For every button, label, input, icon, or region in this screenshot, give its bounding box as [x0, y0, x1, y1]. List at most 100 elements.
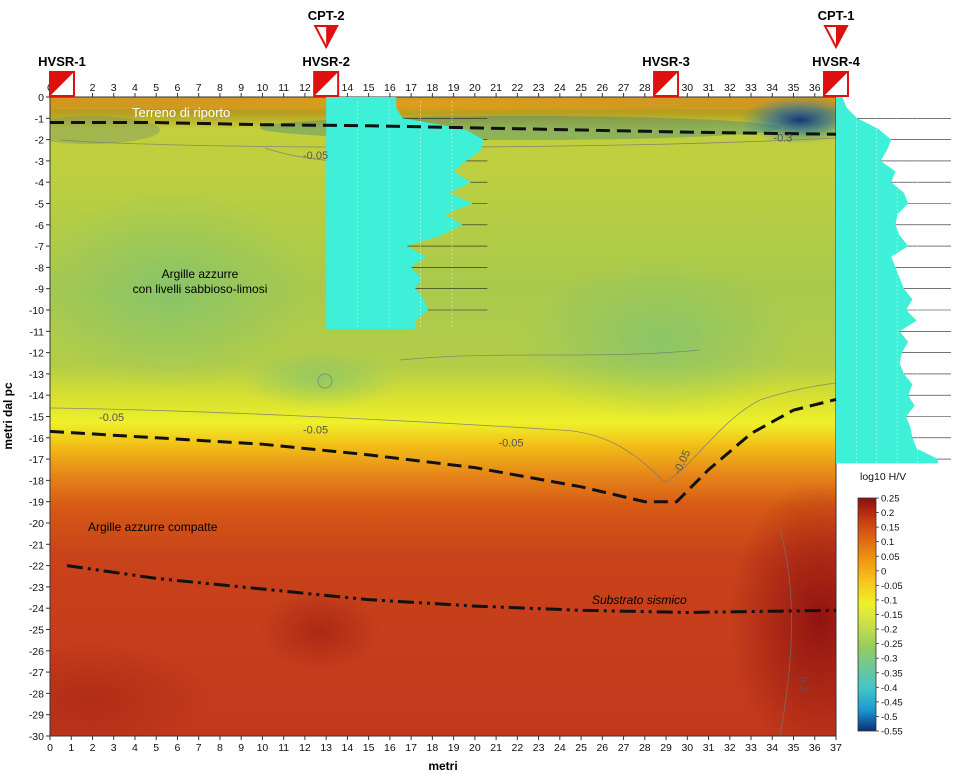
- y-tick-label-8: -8: [35, 262, 44, 274]
- x-tick-label-bottom-7: 7: [196, 742, 202, 754]
- x-tick-label-bottom-21: 21: [490, 742, 502, 754]
- colorbar-tick-label-6: -0.05: [881, 581, 903, 592]
- y-tick-label-9: -9: [35, 284, 44, 296]
- colorbar-tick-label-5: 0: [881, 566, 886, 577]
- colorbar-tick-label-2: 0.15: [881, 523, 900, 534]
- colorbar-tick-label-14: -0.45: [881, 697, 903, 708]
- marker-label-hvsr-3: HVSR-3: [642, 54, 690, 69]
- x-tick-label-top-23: 23: [533, 82, 545, 94]
- x-tick-label-top-24: 24: [554, 82, 566, 94]
- x-tick-label-bottom-20: 20: [469, 742, 481, 754]
- x-tick-label-bottom-3: 3: [111, 742, 117, 754]
- y-tick-label-24: -24: [29, 603, 44, 615]
- x-tick-label-top-3: 3: [111, 82, 117, 94]
- x-tick-label-top-12: 12: [299, 82, 311, 94]
- y-tick-label-6: -6: [35, 220, 44, 232]
- y-tick-label-13: -13: [29, 369, 44, 381]
- marker-label-cpt-2: CPT-2: [308, 8, 345, 23]
- y-axis-ticks: 0 -1 -2 -3 -4 -5 -6 -7 -8 -9 -10 -11 -12 -13 -14 -15 -16…: [29, 92, 50, 743]
- mid-green-left: [50, 190, 310, 390]
- colorbar-tick-label-11: -0.3: [881, 654, 897, 665]
- marker-cpt-1: [823, 25, 849, 50]
- x-tick-label-bottom-13: 13: [320, 742, 332, 754]
- marker-hvsr-1: [49, 71, 75, 97]
- x-tick-label-top-5: 5: [153, 82, 159, 94]
- x-tick-label-bottom-26: 26: [596, 742, 608, 754]
- x-tick-label-top-2: 2: [90, 82, 96, 94]
- low-red-left: [50, 640, 210, 736]
- x-tick-label-bottom-27: 27: [618, 742, 630, 754]
- annotation-argille-2: con livelli sabbioso-limosi: [133, 282, 268, 296]
- x-axis-label: metri: [428, 759, 457, 773]
- colorbar-tick-label-4: 0.05: [881, 552, 900, 563]
- y-tick-label-7: -7: [35, 241, 44, 253]
- x-tick-label-top-8: 8: [217, 82, 223, 94]
- x-tick-label-top-34: 34: [766, 82, 778, 94]
- y-tick-label-29: -29: [29, 710, 44, 722]
- colorbar: 0.25 0.2 0.15 0.1 0.05 0 -0.05 -0.1 -0.15 -0.2 -0.…: [857, 494, 903, 738]
- annotation-terreno: Terreno di riporto: [132, 105, 230, 120]
- colorbar-tick-label-3: 0.1: [881, 537, 894, 548]
- x-tick-label-bottom-34: 34: [766, 742, 778, 754]
- y-tick-label-11: -11: [30, 326, 45, 338]
- x-tick-label-bottom-17: 17: [405, 742, 417, 754]
- colorbar-bar: [857, 497, 877, 732]
- contour-label-4: -0.05: [498, 437, 523, 449]
- x-tick-label-top-35: 35: [788, 82, 800, 94]
- y-tick-label-3: -3: [35, 156, 44, 168]
- x-tick-label-bottom-1: 1: [68, 742, 74, 754]
- x-tick-label-top-9: 9: [238, 82, 244, 94]
- x-tick-label-top-28: 28: [639, 82, 651, 94]
- x-tick-label-top-14: 14: [342, 82, 354, 94]
- y-tick-label-25: -25: [29, 625, 44, 637]
- y-tick-label-26: -26: [29, 646, 44, 658]
- marker-label-hvsr-4: HVSR-4: [812, 54, 860, 69]
- marker-hvsr-4: [823, 71, 849, 97]
- contour-label-0: -0.05: [303, 150, 328, 162]
- x-tick-label-bottom-31: 31: [703, 742, 715, 754]
- x-tick-label-top-11: 11: [278, 82, 289, 94]
- x-tick-label-top-26: 26: [596, 82, 608, 94]
- y-tick-label-14: -14: [29, 390, 44, 402]
- annotation-argille-compatte: Argille azzurre compatte: [88, 520, 218, 534]
- boundary-lines: [49, 121, 837, 614]
- colorbar-tick-label-0: 0.25: [881, 494, 900, 505]
- marker-label-hvsr-2: HVSR-2: [302, 54, 350, 69]
- x-tick-label-bottom-23: 23: [533, 742, 545, 754]
- station-markers: HVSR-1 HVSR-2 HVSR-3 HVSR-4 CPT-2 CPT-1: [38, 8, 861, 97]
- contour-label-2: -0.05: [99, 412, 124, 424]
- annotation-argille: Argille azzurre: [162, 267, 239, 281]
- x-tick-label-bottom-12: 12: [299, 742, 311, 754]
- x-tick-label-top-32: 32: [724, 82, 736, 94]
- y-tick-label-4: -4: [35, 177, 44, 189]
- contour-label-6: 0.2: [796, 676, 810, 693]
- y-tick-label-19: -19: [29, 497, 44, 509]
- colorbar-tick-label-8: -0.15: [881, 610, 903, 621]
- annotation-substrato: Substrato sismico: [592, 593, 687, 607]
- x-tick-label-bottom-28: 28: [639, 742, 651, 754]
- colorbar-tick-label-1: 0.2: [881, 508, 894, 519]
- y-tick-label-27: -27: [29, 667, 44, 679]
- mid-green-center: [240, 350, 400, 410]
- x-tick-label-bottom-11: 11: [278, 742, 289, 754]
- y-tick-label-30: -30: [29, 731, 44, 743]
- heatmap-area: [50, 97, 836, 736]
- top-orange: [160, 97, 680, 114]
- x-tick-label-top-22: 22: [512, 82, 524, 94]
- y-tick-label-10: -10: [29, 305, 44, 317]
- low-red-right: [730, 480, 836, 736]
- x-tick-label-bottom-10: 10: [257, 742, 269, 754]
- x-tick-label-top-19: 19: [448, 82, 460, 94]
- x-tick-label-bottom-37: 37: [830, 742, 842, 754]
- y-tick-label-21: -21: [29, 539, 44, 551]
- colorbar-tick-label-9: -0.2: [881, 625, 897, 636]
- x-tick-label-top-16: 16: [384, 82, 396, 94]
- x-tick-label-bottom-18: 18: [427, 742, 439, 754]
- x-tick-label-bottom-32: 32: [724, 742, 736, 754]
- x-tick-label-top-30: 30: [681, 82, 693, 94]
- colorbar-tick-label-7: -0.1: [881, 595, 897, 606]
- x-tick-label-top-25: 25: [575, 82, 587, 94]
- x-tick-label-bottom-29: 29: [660, 742, 672, 754]
- x-tick-label-bottom-35: 35: [788, 742, 800, 754]
